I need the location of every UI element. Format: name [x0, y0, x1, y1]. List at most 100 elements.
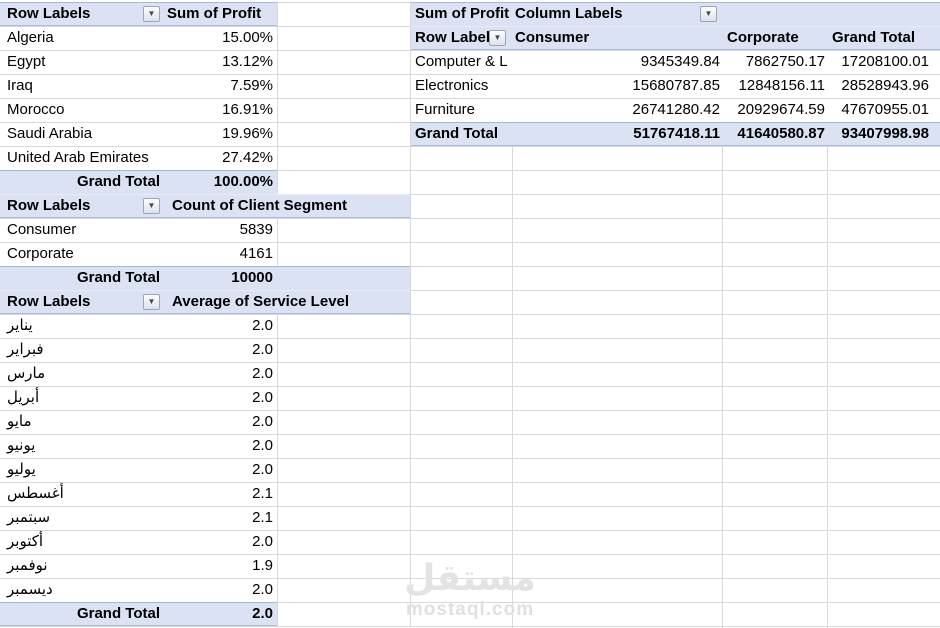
pivot2-col-grandtotal[interactable]: Grand Total: [832, 29, 916, 46]
pivot1-filter-dropdown[interactable]: ▼: [143, 6, 160, 22]
pivot3-row-labels-header[interactable]: Row Labels: [7, 197, 91, 214]
pivot3-row-label[interactable]: Corporate: [7, 245, 74, 262]
pivot4-row-value[interactable]: 2.0: [252, 365, 273, 382]
pivot2-cell-total[interactable]: 17208100.01: [841, 53, 929, 70]
pivot1-row-label[interactable]: Saudi Arabia: [7, 125, 93, 142]
pivot1-row-value[interactable]: 16.91%: [222, 101, 273, 118]
pivot4-row-value[interactable]: 2.0: [252, 413, 273, 430]
pivot4-row-value[interactable]: 1.9: [252, 557, 273, 574]
gridline-col-g-right: [827, 146, 828, 628]
gridline-col-b-right: [277, 2, 278, 626]
pivot4-row-value[interactable]: 2.0: [252, 461, 273, 478]
gridline-col-f-right: [722, 146, 723, 628]
pivot1-row-value[interactable]: 19.96%: [222, 125, 273, 142]
pivot1-header-band: [0, 2, 277, 26]
pivot4-grandtotal-value[interactable]: 2.0: [252, 605, 273, 622]
pivot4-filter-dropdown[interactable]: ▼: [143, 294, 160, 310]
pivot2-column-labels-header[interactable]: Column Labels: [515, 5, 623, 22]
pivot3-header-band: [0, 194, 410, 218]
pivot4-row-label[interactable]: مايو: [7, 413, 32, 430]
pivot2-row-label[interactable]: Computer & L: [415, 53, 508, 70]
pivot3-row-value[interactable]: 4161: [239, 245, 273, 262]
pivot2-row-labels-header[interactable]: Row Label: [415, 29, 489, 46]
chevron-down-icon: ▼: [493, 33, 502, 42]
pivot4-row-value[interactable]: 2.0: [252, 389, 273, 406]
pivot1-row-labels-header[interactable]: Row Labels: [7, 5, 91, 22]
pivot2-row-label[interactable]: Electronics: [415, 77, 489, 94]
pivot2-cell-corporate[interactable]: 7862750.17: [745, 53, 825, 70]
pivot1-values-header[interactable]: Sum of Profit: [167, 5, 262, 22]
pivot1-row-label[interactable]: Morocco: [7, 101, 65, 118]
pivot2-grandtotal-band: [411, 122, 940, 146]
pivot1-row-label[interactable]: Egypt: [7, 53, 46, 70]
pivot2-row-filter-dropdown[interactable]: ▼: [489, 30, 506, 46]
pivot1-grandtotal-band: [0, 170, 277, 194]
pivot2-cell-corporate[interactable]: 20929674.59: [737, 101, 825, 118]
pivot2-cell-total[interactable]: 28528943.96: [841, 77, 929, 94]
pivot3-values-header[interactable]: Count of Client Segment: [172, 197, 347, 214]
pivot4-row-label[interactable]: أكتوبر: [7, 533, 44, 550]
pivot3-grandtotal-band: [0, 266, 410, 290]
pivot1-row-value[interactable]: 13.12%: [222, 53, 273, 70]
pivot4-row-label[interactable]: أبريل: [7, 389, 40, 406]
pivot2-cell-consumer[interactable]: 26741280.42: [632, 101, 720, 118]
pivot4-header-band: [0, 290, 410, 314]
pivot4-row-label[interactable]: أغسطس: [7, 485, 64, 502]
pivot1-row-label[interactable]: Iraq: [7, 77, 33, 94]
pivot4-row-label[interactable]: يوليو: [7, 461, 36, 478]
pivot1-row-label[interactable]: Algeria: [7, 29, 54, 46]
pivot2-grandtotal-label[interactable]: Grand Total: [415, 125, 499, 142]
pivot4-values-header[interactable]: Average of Service Level: [172, 293, 350, 310]
pivot2-cell-consumer[interactable]: 9345349.84: [640, 53, 720, 70]
pivot2-cell-consumer[interactable]: 15680787.85: [632, 77, 720, 94]
pivot2-grandtotal-total[interactable]: 93407998.98: [841, 125, 929, 142]
pivot4-row-labels-header[interactable]: Row Labels: [7, 293, 91, 310]
pivot4-row-value[interactable]: 2.0: [252, 533, 273, 550]
pivot4-row-label[interactable]: يونيو: [7, 437, 36, 454]
pivot4-row-value[interactable]: 2.0: [252, 437, 273, 454]
chevron-down-icon: ▼: [147, 9, 156, 18]
chevron-down-icon: ▼: [147, 297, 156, 306]
pivot2-cell-corporate[interactable]: 12848156.11: [738, 77, 825, 94]
pivot2-col-consumer[interactable]: Consumer: [515, 29, 590, 46]
pivot2-corner-label[interactable]: Sum of Profit: [415, 5, 510, 22]
pivot2-column-filter-dropdown[interactable]: ▼: [700, 6, 717, 22]
pivot4-row-label[interactable]: مارس: [7, 365, 46, 382]
pivot3-row-value[interactable]: 5839: [239, 221, 273, 238]
pivot1-grandtotal-label[interactable]: Grand Total: [76, 173, 160, 190]
watermark: مستقل mostaql.com: [400, 560, 540, 621]
pivot1-grandtotal-value[interactable]: 100.00%: [213, 173, 273, 190]
pivot1-row-value[interactable]: 27.42%: [222, 149, 273, 166]
mostaql-logo: مستقل: [404, 557, 536, 598]
pivot4-row-value[interactable]: 2.1: [252, 509, 273, 526]
pivot2-cell-total[interactable]: 47670955.01: [841, 101, 929, 118]
pivot4-row-label[interactable]: نوفمبر: [7, 557, 48, 574]
pivot2-header-band-1: [411, 2, 940, 26]
pivot3-grandtotal-value[interactable]: 10000: [231, 269, 273, 286]
pivot1-row-value[interactable]: 15.00%: [222, 29, 273, 46]
pivot4-row-value[interactable]: 2.1: [252, 485, 273, 502]
pivot4-grandtotal-label[interactable]: Grand Total: [76, 605, 160, 622]
pivot4-row-value[interactable]: 2.0: [252, 317, 273, 334]
pivot2-grandtotal-corporate[interactable]: 41640580.87: [737, 125, 825, 142]
pivot4-row-label[interactable]: ديسمبر: [7, 581, 53, 598]
pivot3-grandtotal-label[interactable]: Grand Total: [76, 269, 160, 286]
pivot3-filter-dropdown[interactable]: ▼: [143, 198, 160, 214]
pivot3-row-label[interactable]: Consumer: [7, 221, 77, 238]
pivot1-row-label[interactable]: United Arab Emirates: [7, 149, 149, 166]
pivot2-row-label[interactable]: Furniture: [415, 101, 476, 118]
pivot4-row-value[interactable]: 2.0: [252, 341, 273, 358]
pivot4-row-label[interactable]: يناير: [7, 317, 33, 334]
chevron-down-icon: ▼: [704, 9, 713, 18]
chevron-down-icon: ▼: [147, 201, 156, 210]
gridline-col-e-right: [512, 146, 513, 628]
pivot1-row-value[interactable]: 7.59%: [230, 77, 273, 94]
pivot2-grandtotal-consumer[interactable]: 51767418.11: [633, 125, 720, 142]
pivot4-row-label[interactable]: فبراير: [7, 341, 44, 358]
pivot4-row-label[interactable]: سبتمبر: [7, 509, 51, 526]
pivot2-col-corporate[interactable]: Corporate: [727, 29, 799, 46]
pivot4-row-value[interactable]: 2.0: [252, 581, 273, 598]
pivot4-grandtotal-band: [0, 602, 277, 626]
